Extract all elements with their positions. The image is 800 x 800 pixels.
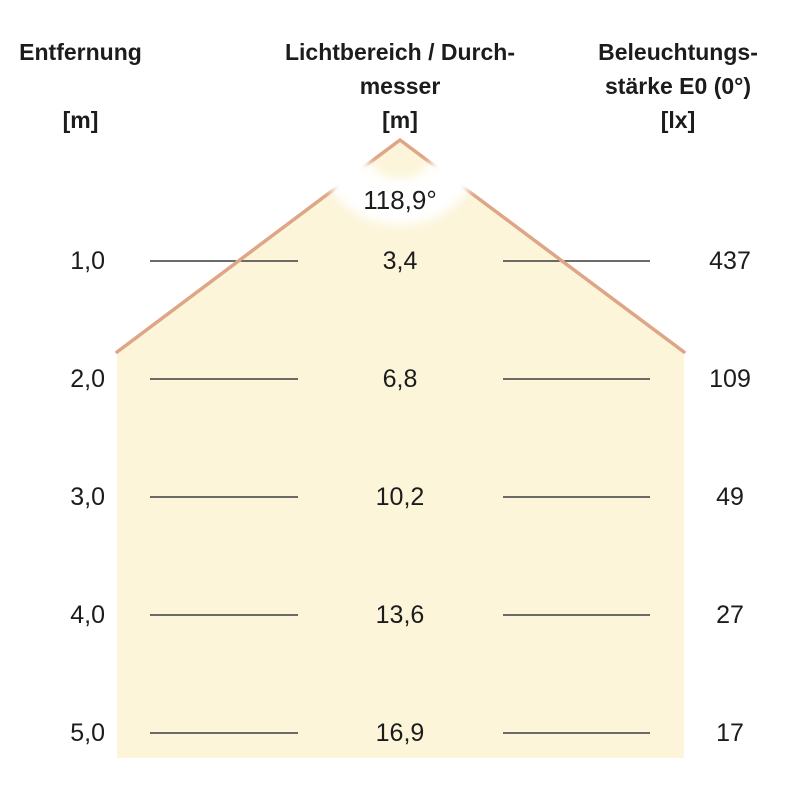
header-line-1: Lichtbereich / Durch- bbox=[284, 39, 516, 65]
header-line-2 bbox=[8, 69, 153, 103]
distance-value: 2,0 bbox=[70, 365, 105, 393]
illuminance-value: 27 bbox=[716, 601, 744, 629]
header-unit: [m] bbox=[62, 107, 99, 133]
diameter-value: 6,8 bbox=[382, 365, 418, 393]
distance-value: 5,0 bbox=[70, 719, 105, 747]
illuminance-value: 17 bbox=[716, 719, 744, 747]
diameter-value: 3,4 bbox=[382, 247, 418, 275]
header-unit: [m] bbox=[382, 107, 418, 133]
diameter-value: 13,6 bbox=[375, 601, 425, 629]
beam-cone-outline bbox=[115, 137, 686, 354]
distance-value: 3,0 bbox=[70, 483, 105, 511]
beam-cone-fill bbox=[117, 140, 684, 758]
diameter-value: 16,9 bbox=[375, 719, 425, 747]
column-header-lichtbereich: Lichtbereich / Durch- messer [m] bbox=[248, 35, 552, 137]
header-line-2: messer bbox=[359, 73, 441, 99]
beam-angle-label-band bbox=[315, 55, 485, 225]
illuminance-value: 49 bbox=[716, 483, 744, 511]
diameter-value: 10,2 bbox=[375, 483, 425, 511]
header-line-2: stärke E0 (0°) bbox=[605, 73, 751, 99]
header-line-1: Entfernung bbox=[19, 39, 142, 65]
column-header-entfernung: Entfernung [m] bbox=[8, 35, 153, 137]
column-header-beleuchtungsstaerke: Beleuchtungs- stärke E0 (0°) [lx] bbox=[556, 35, 800, 137]
header-unit: [lx] bbox=[660, 107, 696, 133]
distance-value: 4,0 bbox=[70, 601, 105, 629]
beam-angle-value: 118,9° bbox=[363, 185, 437, 215]
illuminance-value: 109 bbox=[709, 365, 751, 393]
illuminance-value: 437 bbox=[709, 247, 751, 275]
header-line-1: Beleuchtungs- bbox=[598, 39, 758, 65]
distance-value: 1,0 bbox=[70, 247, 105, 275]
